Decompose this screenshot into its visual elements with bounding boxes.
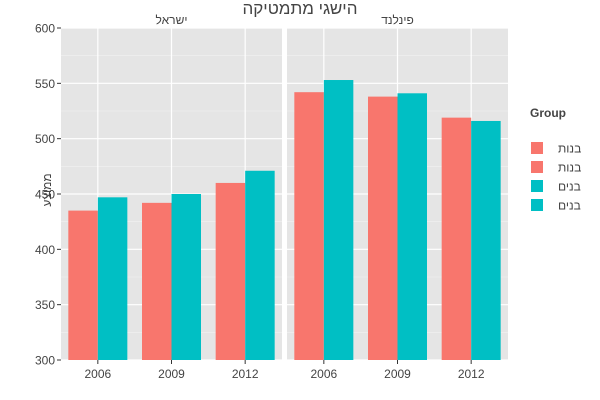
bar-פינלנד-בנות-2009 bbox=[368, 96, 398, 360]
bar-פינלנד-בנים-2006 bbox=[323, 80, 354, 360]
x-tick-label: 2006 bbox=[84, 367, 111, 381]
bar-פינלנד-בנים-2009 bbox=[397, 93, 427, 360]
panel-0: 2006 2009 2012 ישראל bbox=[61, 13, 282, 381]
legend-swatch bbox=[531, 199, 543, 211]
x-tick-label: 2009 bbox=[158, 367, 185, 381]
bar-ישראל-בנות-2009 bbox=[142, 202, 172, 360]
legend-item: בנים bbox=[531, 199, 581, 213]
facet-label: פינלנד bbox=[381, 13, 414, 27]
x-tick-label: 2012 bbox=[458, 367, 485, 381]
legend-item: בנות bbox=[531, 142, 581, 156]
y-tick-label: 550 bbox=[35, 77, 55, 91]
bar-ישראל-בנים-2009 bbox=[171, 194, 201, 360]
x-tick-label: 2012 bbox=[232, 367, 259, 381]
bar-ישראל-בנים-2012 bbox=[245, 170, 275, 360]
legend: Group בנות בנות בנים בנים bbox=[530, 106, 581, 213]
panel-1: 2006 2009 2012 פינלנד bbox=[287, 13, 508, 381]
y-tick-label: 600 bbox=[35, 22, 55, 36]
y-tick-label: 500 bbox=[35, 132, 55, 146]
y-tick-label: 300 bbox=[35, 354, 55, 368]
legend-label: בנים bbox=[558, 199, 581, 213]
y-tick-label: 400 bbox=[35, 243, 55, 257]
y-tick-label: 350 bbox=[35, 298, 55, 312]
legend-swatch bbox=[531, 161, 543, 173]
facet-label: ישראל bbox=[156, 13, 188, 27]
legend-label: בנים bbox=[558, 180, 581, 194]
bar-פינלנד-בנות-2006 bbox=[294, 92, 324, 360]
y-axis: 300 350 400 450 500 550 600 bbox=[35, 22, 61, 368]
x-tick-label: 2009 bbox=[384, 367, 411, 381]
bar-ישראל-בנות-2012 bbox=[215, 182, 246, 360]
y-axis-label: ממוצע bbox=[40, 173, 54, 206]
panels: 2006 2009 2012 ישראל 2006 2009 2012 פינלנד bbox=[61, 13, 508, 381]
bar-ישראל-בנים-2006 bbox=[97, 197, 128, 360]
chart-title: הישגי מתמטיקה bbox=[242, 0, 357, 18]
legend-swatch bbox=[531, 180, 543, 192]
legend-label: בנות bbox=[558, 161, 581, 175]
legend-item: בנים bbox=[531, 180, 581, 194]
legend-title: Group bbox=[530, 106, 566, 120]
x-tick-label: 2006 bbox=[310, 367, 337, 381]
legend-items: בנות בנות בנים בנים bbox=[531, 142, 581, 213]
bar-פינלנד-בנים-2012 bbox=[471, 120, 501, 361]
bar-פינלנד-בנות-2012 bbox=[441, 117, 472, 360]
y-tick-label: 450 bbox=[35, 188, 55, 202]
legend-item: בנות bbox=[531, 161, 581, 175]
legend-swatch bbox=[531, 142, 543, 154]
bar-ישראל-בנות-2006 bbox=[68, 210, 98, 360]
legend-label: בנות bbox=[558, 142, 581, 156]
